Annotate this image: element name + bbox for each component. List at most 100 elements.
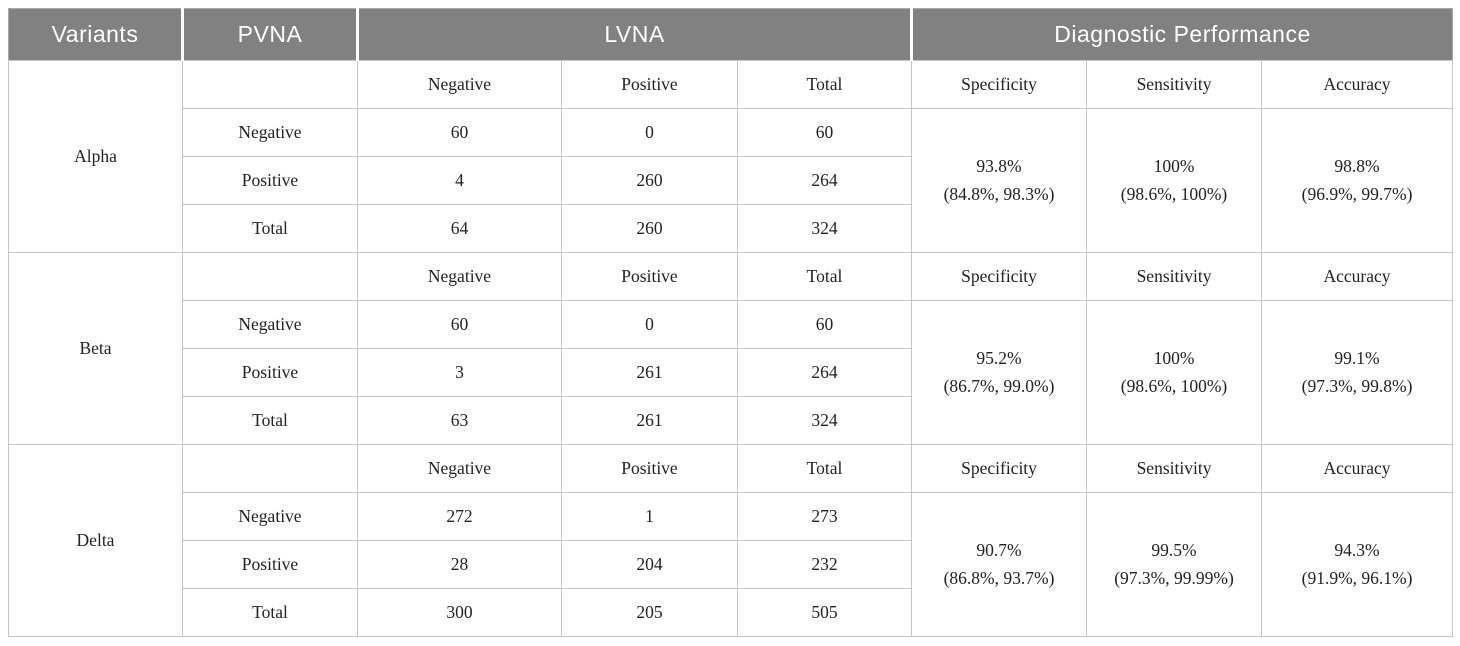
specificity-cell: 95.2% (86.7%, 99.0%) [911, 300, 1088, 445]
data-cell: 3 [357, 348, 562, 397]
subheader-sensitivity: Sensitivity [1086, 252, 1263, 301]
row-label: Total [182, 588, 358, 637]
subheader-positive: Positive [561, 252, 738, 301]
metric-value: 98.8% [1334, 156, 1380, 177]
metric-ci: (96.9%, 99.7%) [1301, 183, 1413, 204]
data-cell: 505 [736, 588, 913, 637]
specificity-cell: 90.7% (86.8%, 93.7%) [911, 492, 1088, 637]
accuracy-cell: 99.1% (97.3%, 99.8%) [1261, 300, 1454, 445]
data-cell: 260 [561, 156, 738, 205]
data-cell: 264 [736, 156, 913, 205]
subheader-positive: Positive [561, 60, 738, 109]
table-row: Total 63 261 324 [9, 396, 1453, 445]
header-variants: Variants [8, 8, 183, 61]
data-cell: 28 [357, 540, 562, 589]
metric-ci: (84.8%, 98.3%) [943, 183, 1055, 204]
metric-ci: (98.6%, 100%) [1120, 375, 1228, 396]
corner-empty-cell [182, 60, 358, 109]
data-cell: 60 [357, 108, 562, 157]
data-cell: 60 [357, 300, 562, 349]
metric-value: 100% [1153, 156, 1195, 177]
data-cell: 0 [561, 108, 738, 157]
subheader-negative: Negative [357, 60, 562, 109]
variant-name: Beta [8, 252, 183, 445]
subheader-accuracy: Accuracy [1261, 444, 1454, 493]
subheader-row: Delta Negative Positive Total Specificit… [8, 444, 1454, 637]
header-lvna: LVNA [355, 8, 912, 61]
subheader-total: Total [736, 60, 913, 109]
metric-ci: (86.7%, 99.0%) [943, 375, 1055, 396]
row-label: Total [182, 204, 358, 253]
row-label: Negative [182, 492, 358, 541]
table-row: Total 64 260 324 [9, 204, 1453, 253]
data-cell: 204 [561, 540, 738, 589]
data-cell: 0 [561, 300, 738, 349]
data-cell: 261 [561, 348, 738, 397]
subheader-sensitivity: Sensitivity [1086, 444, 1263, 493]
row-label: Positive [182, 156, 358, 205]
row-label: Positive [182, 348, 358, 397]
data-cell: 273 [736, 492, 913, 541]
metric-ci: (97.3%, 99.8%) [1301, 375, 1413, 396]
data-cell: 232 [736, 540, 913, 589]
sensitivity-cell: 100% (98.6%, 100%) [1086, 108, 1263, 253]
table-row: Positive 3 261 264 [9, 348, 1453, 397]
data-cell: 60 [736, 300, 913, 349]
metric-ci: (98.6%, 100%) [1120, 183, 1228, 204]
table-row: Negative 272 1 273 90.7% (86.8%, 93.7%) … [9, 492, 1454, 637]
metric-ci: (86.8%, 93.7%) [943, 567, 1055, 588]
table-row: Positive 28 204 232 [9, 540, 1453, 589]
subheader-positive: Positive [561, 444, 738, 493]
table-row: Total 300 205 505 [9, 588, 1453, 637]
sensitivity-cell: 99.5% (97.3%, 99.99%) [1086, 492, 1263, 637]
subheader-specificity: Specificity [911, 252, 1088, 301]
table-row: Negative 60 0 60 93.8% (84.8%, 98.3%) 10… [9, 108, 1454, 253]
subheader-row: Beta Negative Positive Total Specificity… [8, 252, 1454, 445]
data-cell: 264 [736, 348, 913, 397]
data-cell: 1 [561, 492, 738, 541]
banner-header-row: Variants PVNA LVNA Diagnostic Performanc… [8, 8, 1453, 61]
data-cell: 205 [561, 588, 738, 637]
accuracy-cell: 94.3% (91.9%, 96.1%) [1261, 492, 1454, 637]
data-cell: 261 [561, 396, 738, 445]
variant-name: Alpha [8, 60, 183, 253]
data-cell: 63 [357, 396, 562, 445]
subheader-specificity: Specificity [911, 60, 1088, 109]
data-cell: 64 [357, 204, 562, 253]
metric-ci: (97.3%, 99.99%) [1114, 567, 1234, 588]
subheader-negative: Negative [357, 444, 562, 493]
corner-empty-cell [182, 444, 358, 493]
subheader-accuracy: Accuracy [1261, 252, 1454, 301]
row-label: Total [182, 396, 358, 445]
subheader-negative: Negative [357, 252, 562, 301]
data-cell: 324 [736, 204, 913, 253]
metric-value: 90.7% [976, 540, 1022, 561]
variant-block-beta: Beta Negative Positive Total Specificity… [8, 252, 1454, 445]
data-cell: 300 [357, 588, 562, 637]
variant-name: Delta [8, 444, 183, 637]
data-cell: 260 [561, 204, 738, 253]
diagnostic-performance-table: Variants PVNA LVNA Diagnostic Performanc… [8, 8, 1454, 637]
row-label: Negative [182, 108, 358, 157]
metric-value: 100% [1153, 348, 1195, 369]
metric-value: 99.5% [1151, 540, 1197, 561]
metric-value: 94.3% [1334, 540, 1380, 561]
data-cell: 324 [736, 396, 913, 445]
metric-value: 95.2% [976, 348, 1022, 369]
specificity-cell: 93.8% (84.8%, 98.3%) [911, 108, 1088, 253]
subheader-row: Alpha Negative Positive Total Specificit… [8, 60, 1454, 253]
data-cell: 60 [736, 108, 913, 157]
subheader-specificity: Specificity [911, 444, 1088, 493]
header-diagnostic-performance: Diagnostic Performance [910, 8, 1453, 61]
table-row: Negative 60 0 60 95.2% (86.7%, 99.0%) 10… [9, 300, 1454, 445]
subheader-total: Total [736, 252, 913, 301]
variant-block-delta: Delta Negative Positive Total Specificit… [8, 444, 1454, 637]
header-pvna: PVNA [181, 8, 358, 61]
variant-block-alpha: Alpha Negative Positive Total Specificit… [8, 60, 1454, 253]
metric-value: 93.8% [976, 156, 1022, 177]
sensitivity-cell: 100% (98.6%, 100%) [1086, 300, 1263, 445]
subheader-accuracy: Accuracy [1261, 60, 1454, 109]
metric-value: 99.1% [1334, 348, 1380, 369]
accuracy-cell: 98.8% (96.9%, 99.7%) [1261, 108, 1454, 253]
data-cell: 4 [357, 156, 562, 205]
